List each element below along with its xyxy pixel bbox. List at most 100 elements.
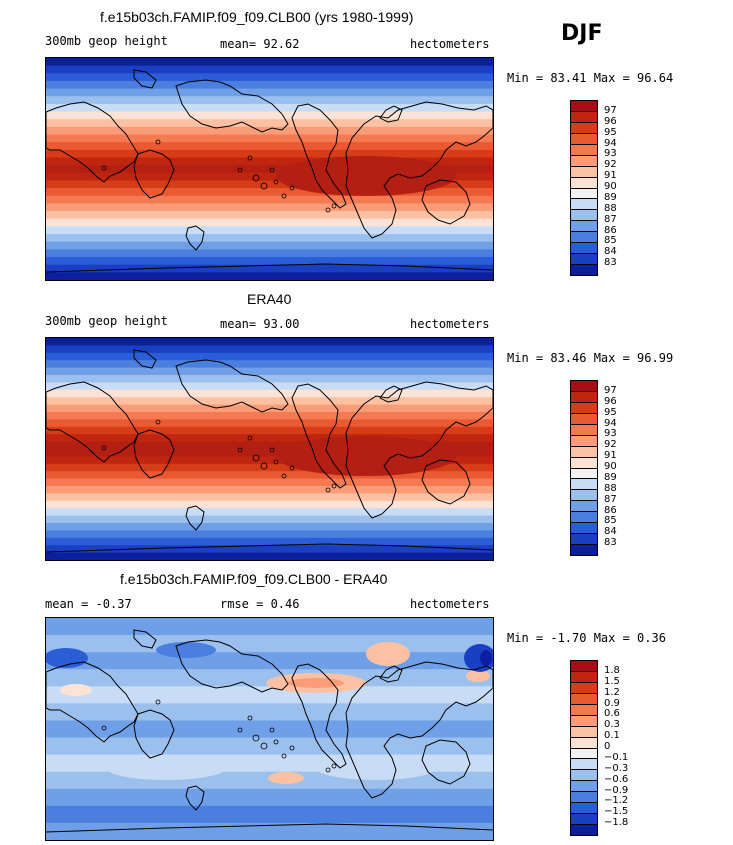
colorbar-label: 0: [604, 741, 611, 752]
colorbar-swatch: [571, 671, 597, 683]
field-band: [46, 218, 493, 228]
colorbar-label: −0.9: [604, 784, 629, 796]
positive-anomaly: [366, 642, 410, 666]
colorbar-label: −0.3: [604, 762, 629, 774]
panel1-map: [45, 57, 494, 281]
colorbar-swatch: [571, 177, 597, 189]
colorbar-label: −1.5: [604, 806, 629, 818]
positive-anomaly: [268, 772, 304, 784]
field-band: [46, 65, 493, 75]
field-band: [46, 515, 493, 524]
island-outline: [247, 155, 253, 161]
colorbar-label: 96: [604, 115, 617, 127]
field-band: [46, 463, 493, 473]
field-band: [46, 426, 493, 436]
colorbar-label: 93: [604, 428, 617, 440]
field-band: [46, 249, 493, 259]
field-band: [46, 669, 493, 688]
coastline: [46, 661, 139, 743]
coastline: [185, 225, 205, 251]
colorbar-label: 0.1: [604, 730, 620, 742]
island-outline: [155, 419, 161, 425]
colorbar-swatch: [571, 232, 597, 244]
colorbar-label: 88: [604, 482, 617, 494]
colorbar-label: 85: [604, 515, 617, 527]
colorbar-swatch: [571, 781, 597, 793]
colorbar-label: 94: [604, 137, 617, 149]
island-outline: [101, 445, 107, 451]
island-outline: [260, 462, 268, 470]
field-band: [46, 720, 493, 739]
colorbar-swatch: [571, 748, 597, 760]
coastline: [291, 103, 347, 209]
colorbar-swatch: [571, 792, 597, 804]
colorbar-label: 97: [604, 104, 617, 116]
coastline: [421, 459, 471, 505]
field-band: [46, 419, 493, 428]
colorbar-swatch: [571, 457, 597, 469]
panel2-title: ERA40: [247, 291, 292, 307]
field-band: [46, 345, 493, 354]
colorbar-swatch: [571, 424, 597, 436]
colorbar-swatch: [571, 512, 597, 524]
coastline: [46, 381, 139, 463]
island-outline: [247, 715, 253, 721]
coastline: [345, 381, 493, 519]
coastline: [175, 79, 289, 133]
island-outline: [269, 167, 275, 173]
island-outline: [289, 185, 295, 191]
field-band: [46, 635, 493, 654]
colorbar-label: 0.3: [604, 719, 620, 731]
coastline: [379, 385, 403, 403]
field-band: [46, 257, 493, 266]
colorbar-swatch: [571, 446, 597, 458]
coastline: [46, 823, 493, 833]
island-outline: [289, 745, 295, 751]
panel2-colorbar: [570, 380, 598, 556]
colorbar-label: 92: [604, 439, 617, 451]
island-outline: [273, 739, 279, 745]
field-band: [46, 508, 493, 517]
colorbar-swatch: [571, 693, 597, 705]
field-band: [46, 375, 493, 384]
field-band: [46, 119, 493, 128]
field-core: [276, 436, 456, 476]
panel1-variable-label: 300mb geop height: [45, 34, 168, 48]
colorbar-swatch: [571, 265, 597, 275]
island-outline: [325, 207, 331, 213]
field-band: [46, 73, 493, 82]
island-outline: [325, 487, 331, 493]
field-band: [46, 157, 493, 167]
colorbar-swatch: [571, 243, 597, 255]
island-outline: [155, 139, 161, 145]
panel2-mean-label: mean= 93.00: [220, 317, 300, 331]
colorbar-swatch: [571, 479, 597, 491]
field-core: [276, 156, 456, 196]
colorbar-label: 91: [604, 170, 617, 182]
field-band: [46, 180, 493, 190]
coastline: [291, 383, 347, 489]
coastline: [421, 739, 471, 785]
field-band: [46, 126, 493, 136]
colorbar-label: −0.1: [604, 751, 629, 763]
island-outline: [260, 182, 268, 190]
colorbar-label: 1.5: [604, 675, 620, 687]
field-band: [46, 618, 493, 637]
field-band: [46, 360, 493, 369]
colorbar-swatch: [571, 534, 597, 546]
field-band: [46, 142, 493, 151]
colorbar-swatch: [571, 188, 597, 200]
coastline: [379, 665, 403, 683]
colorbar-swatch: [571, 254, 597, 266]
field-band: [46, 367, 493, 376]
field-band: [46, 226, 493, 236]
field-band: [46, 188, 493, 197]
colorbar-label: 89: [604, 471, 617, 483]
island-outline: [331, 483, 337, 489]
panel3-mean-label: mean = -0.37: [45, 597, 132, 611]
island-outline: [325, 767, 331, 773]
island-outline: [247, 435, 253, 441]
colorbar-swatch: [571, 122, 597, 134]
colorbar-swatch: [571, 381, 597, 392]
panel1-field: [46, 58, 493, 280]
